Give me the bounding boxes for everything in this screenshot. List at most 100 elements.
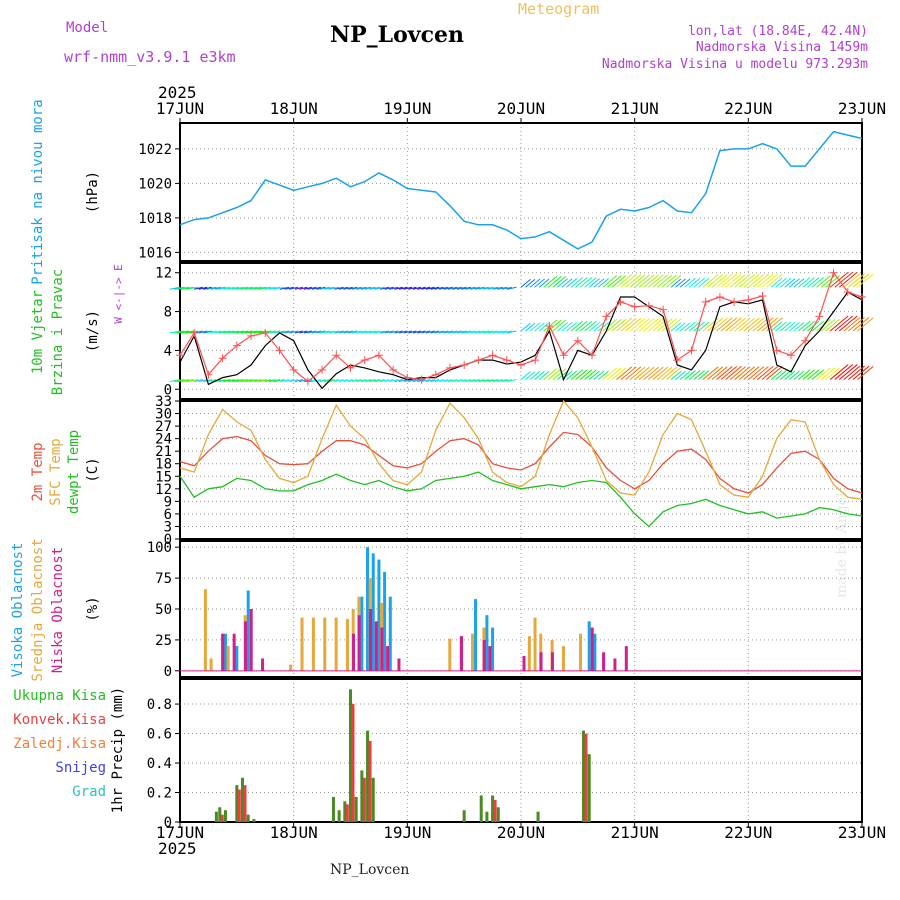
wind-barb	[666, 274, 682, 288]
wind-barb	[611, 318, 627, 332]
cloud-bar-mid	[311, 617, 315, 671]
precip-total-bar	[252, 819, 256, 822]
wind-barb	[729, 366, 746, 380]
wind-barb	[575, 320, 588, 332]
y-tick-label: 0	[164, 532, 172, 548]
cloud-bar-high	[383, 571, 387, 671]
wind-barb	[748, 366, 765, 380]
wind-barb	[319, 330, 331, 334]
wind-barb	[802, 320, 815, 332]
wind-barb	[408, 286, 417, 290]
wind-barb	[319, 379, 331, 383]
wind-barb	[369, 330, 381, 334]
wind-barb	[328, 379, 340, 383]
wind-barb	[273, 330, 285, 334]
wind-barb	[417, 330, 426, 334]
precip-total-bar	[218, 807, 222, 822]
wind-barb	[779, 277, 792, 288]
y-tick-label: 12	[155, 482, 172, 498]
wind-barb	[258, 330, 272, 334]
wind-barb	[552, 319, 567, 332]
wind-speed-marker	[318, 365, 327, 374]
wind-barb	[497, 330, 508, 334]
wind-barb	[235, 330, 249, 334]
precip-legend-item: Grad	[72, 784, 106, 800]
wind-barb	[829, 315, 849, 332]
wind-barb	[232, 379, 244, 383]
wind-barb	[834, 315, 854, 332]
wind-barb	[269, 379, 281, 383]
wind-barb	[575, 277, 588, 288]
wind-barb	[738, 317, 755, 332]
wind-barb	[356, 379, 367, 383]
precip-total-bar	[536, 811, 540, 822]
wind-speed-marker	[176, 351, 184, 360]
wind-barb	[843, 273, 861, 288]
cloud-bar-low	[386, 646, 390, 671]
precip-legend-item: Ukupna Kisa	[13, 688, 106, 704]
wind-barb	[634, 274, 650, 288]
wind-barb	[843, 365, 861, 380]
wind-barb	[351, 330, 362, 334]
wind-speed-marker	[829, 268, 838, 277]
wind-barb	[734, 366, 751, 380]
wind-barb	[374, 330, 385, 334]
cloud-bar-low	[459, 636, 463, 671]
precip-total-bar	[337, 810, 341, 822]
precip-conv-bar	[351, 704, 355, 822]
wind-barb	[652, 274, 669, 288]
wind-barb	[198, 379, 208, 383]
wind-barb	[240, 286, 253, 290]
wind-barb	[616, 274, 633, 288]
wind-barb	[474, 286, 485, 290]
wind-barb	[223, 330, 235, 334]
wind-barb	[761, 273, 779, 288]
cloud-bar-mid	[209, 658, 213, 671]
cloud-bar-low	[244, 621, 248, 671]
wind-barb	[194, 379, 203, 383]
wind-barb	[679, 370, 691, 380]
cloud-bar-high	[223, 633, 227, 671]
wind-barb	[593, 370, 605, 380]
wind-barb	[474, 330, 485, 334]
cloud-bar-high	[371, 553, 375, 671]
wind-barb	[334, 379, 344, 383]
wind-barb	[181, 330, 194, 334]
unit-label: (%)	[85, 596, 101, 621]
x-tick-label-top: 19JUN	[383, 99, 431, 118]
wind-speed-marker	[303, 377, 312, 386]
wind-barb	[716, 273, 733, 288]
wind-speed-marker	[403, 373, 412, 382]
wind-barb	[570, 369, 584, 380]
cloud-bar-low	[482, 639, 486, 671]
wind-barb	[748, 317, 765, 332]
wind-barb	[784, 370, 796, 380]
wind-barb	[675, 322, 686, 332]
wind-barb	[181, 286, 194, 290]
cloud-bar-mid	[226, 646, 230, 671]
wind-barb	[412, 286, 422, 290]
y-tick-label: 15	[155, 469, 172, 485]
y-tick-label: 0.8	[147, 697, 172, 713]
t2m-line	[179, 431, 863, 494]
temp-panel-label-2: SFC Temp	[48, 438, 64, 505]
wind-barb	[848, 273, 865, 288]
wind-barb	[365, 330, 376, 334]
wind-barb	[820, 318, 836, 332]
wind-barb	[421, 330, 431, 334]
wind-barb	[470, 330, 481, 334]
wind-barb	[307, 286, 317, 290]
precip-total-bar	[349, 689, 352, 822]
wind-barb	[802, 369, 815, 380]
wind-barb	[438, 379, 449, 383]
wind-barb	[443, 330, 453, 334]
wind-barb	[798, 369, 811, 380]
wind-barb	[534, 322, 545, 332]
wind-barb	[775, 370, 787, 380]
y-tick-label: 0.6	[147, 727, 172, 743]
wind-speed-marker	[204, 370, 213, 379]
wind-barb	[784, 278, 796, 288]
wind-speed-marker	[701, 297, 710, 306]
wind-barb	[593, 321, 605, 332]
